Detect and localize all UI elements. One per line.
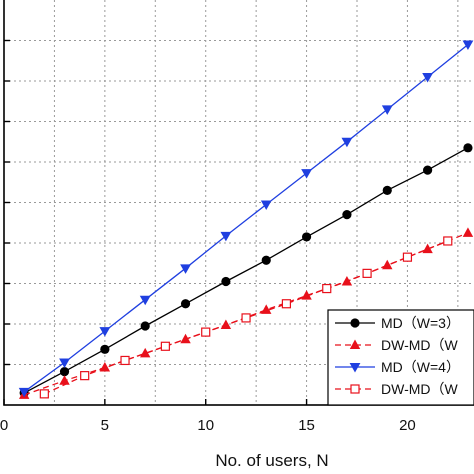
x-tick-label: 5 <box>101 417 109 434</box>
data-point <box>422 72 434 83</box>
data-point <box>180 299 191 309</box>
data-point <box>381 105 393 115</box>
data-point <box>463 143 473 153</box>
data-point <box>220 319 232 330</box>
data-point <box>462 40 474 51</box>
x-axis-title: No. of users, N <box>215 451 328 470</box>
data-point <box>322 283 332 294</box>
legend-marker <box>349 363 361 373</box>
data-point <box>241 313 251 323</box>
data-point <box>59 358 70 368</box>
series-3 <box>18 40 474 398</box>
data-point <box>382 185 392 195</box>
legend-marker <box>349 339 361 349</box>
series-line <box>23 147 469 394</box>
data-point <box>443 236 453 246</box>
data-point <box>422 243 433 254</box>
data-point <box>180 264 191 274</box>
data-point <box>140 321 150 331</box>
data-point <box>99 327 111 337</box>
legend-item: MD（W=4） <box>335 359 460 375</box>
x-tick-label: 20 <box>399 417 416 434</box>
legend-label: MD（W=4） <box>381 359 460 375</box>
data-point <box>301 169 312 179</box>
x-tick-label: 0 <box>0 417 8 434</box>
data-point <box>341 137 353 148</box>
data-point <box>80 371 90 381</box>
legend-item: DW-MD（W <box>335 381 459 397</box>
data-point <box>342 210 352 220</box>
data-point <box>281 299 292 309</box>
data-point <box>402 252 413 262</box>
legend-item: DW-MD（W <box>335 337 459 353</box>
data-point <box>220 231 232 242</box>
data-point <box>139 295 151 306</box>
data-point <box>59 366 70 377</box>
x-axis-ticks: 0 5 10 15 20 <box>0 399 416 434</box>
data-point <box>462 227 474 237</box>
data-point <box>180 333 191 344</box>
data-point <box>100 344 110 354</box>
data-point <box>221 276 231 287</box>
data-point <box>18 387 30 398</box>
data-point <box>120 355 130 366</box>
data-point <box>201 327 211 337</box>
data-point <box>362 268 372 278</box>
series-line <box>23 44 469 393</box>
legend-label: MD（W=3） <box>381 315 460 331</box>
data-point <box>301 290 312 300</box>
legend-label: DW-MD（W <box>381 381 459 397</box>
data-point <box>423 165 433 175</box>
series-4 <box>39 236 453 399</box>
data-point <box>160 341 170 351</box>
plot-frame <box>3 0 474 406</box>
legend-item: MD（W=3） <box>335 315 460 331</box>
x-tick-label: 15 <box>298 417 315 434</box>
x-tick-label: 10 <box>197 417 214 434</box>
data-point <box>140 347 151 358</box>
legend: MD（W=3） DW-MD（W MD（W=4） DW-MD（W <box>327 309 474 406</box>
data-point <box>301 232 312 242</box>
series-layer <box>18 40 474 399</box>
data-point <box>59 375 70 385</box>
legend-label: DW-MD（W <box>381 337 459 353</box>
data-point <box>260 200 272 211</box>
data-point <box>39 389 49 399</box>
legend-marker <box>350 384 360 394</box>
data-point <box>261 255 271 265</box>
data-point <box>99 362 111 372</box>
legend-marker <box>350 318 360 328</box>
